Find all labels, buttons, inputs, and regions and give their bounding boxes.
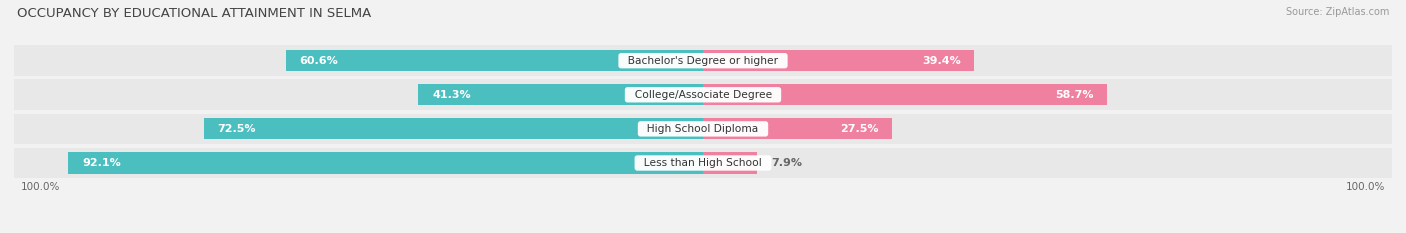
Text: 7.9%: 7.9% — [772, 158, 803, 168]
Text: College/Associate Degree: College/Associate Degree — [627, 90, 779, 100]
Text: OCCUPANCY BY EDUCATIONAL ATTAINMENT IN SELMA: OCCUPANCY BY EDUCATIONAL ATTAINMENT IN S… — [17, 7, 371, 20]
Text: 60.6%: 60.6% — [299, 56, 337, 66]
Bar — [703, 152, 758, 174]
Bar — [14, 79, 1392, 110]
Bar — [69, 152, 703, 174]
Text: 58.7%: 58.7% — [1054, 90, 1094, 100]
Bar — [14, 45, 1392, 76]
Bar — [204, 118, 703, 140]
Text: 100.0%: 100.0% — [21, 182, 60, 192]
Bar — [14, 148, 1392, 178]
Text: 41.3%: 41.3% — [432, 90, 471, 100]
Text: 72.5%: 72.5% — [218, 124, 256, 134]
Text: 92.1%: 92.1% — [83, 158, 121, 168]
Bar — [14, 113, 1392, 144]
Bar — [703, 118, 893, 140]
Bar — [703, 84, 1108, 105]
Text: Source: ZipAtlas.com: Source: ZipAtlas.com — [1285, 7, 1389, 17]
Text: 27.5%: 27.5% — [841, 124, 879, 134]
Text: High School Diploma: High School Diploma — [641, 124, 765, 134]
Bar — [419, 84, 703, 105]
Bar — [285, 50, 703, 71]
Text: Less than High School: Less than High School — [637, 158, 769, 168]
Text: Bachelor's Degree or higher: Bachelor's Degree or higher — [621, 56, 785, 66]
Text: 39.4%: 39.4% — [922, 56, 960, 66]
Legend: Owner-occupied, Renter-occupied: Owner-occupied, Renter-occupied — [582, 230, 824, 233]
Text: 100.0%: 100.0% — [1346, 182, 1385, 192]
Bar — [703, 50, 974, 71]
